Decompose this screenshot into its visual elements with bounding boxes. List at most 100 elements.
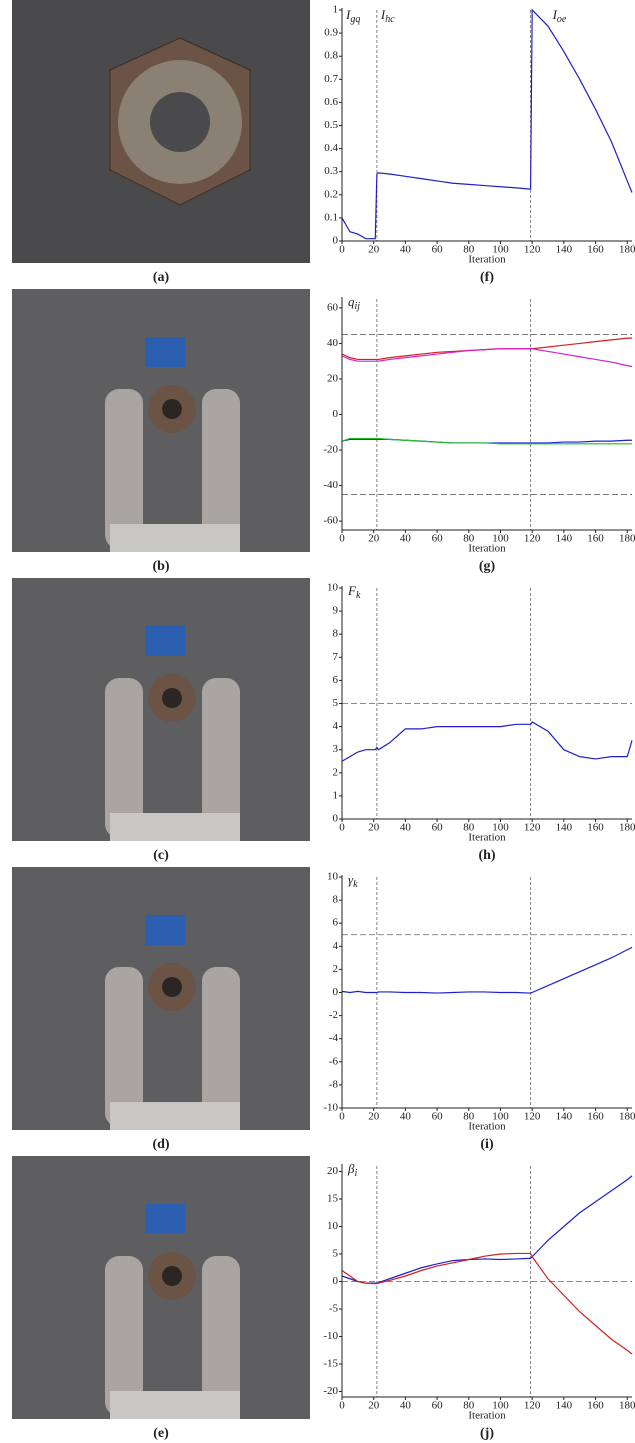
y-tick-label: -10 xyxy=(323,1102,338,1114)
y-tick-label: 10 xyxy=(327,582,339,594)
caption: (b) xyxy=(152,559,169,574)
tag xyxy=(145,915,185,945)
x-axis-label: Iteration xyxy=(468,1410,506,1422)
x-tick-label: 40 xyxy=(400,533,412,545)
y-tick-label: 0.8 xyxy=(324,50,338,62)
y-tick-label: -40 xyxy=(323,479,338,491)
annotation: Igq xyxy=(345,7,360,25)
y-tick-label: -4 xyxy=(329,1032,339,1044)
nut-hole xyxy=(162,977,182,997)
y-axis-label: βi xyxy=(347,1161,357,1179)
caption: (c) xyxy=(153,848,169,863)
y-tick-label: 10 xyxy=(327,1220,339,1232)
x-axis-label: Iteration xyxy=(468,832,506,844)
y-axis-label-sub: k xyxy=(356,590,361,601)
y-tick-label: -15 xyxy=(323,1358,338,1370)
y-tick-label: 0 xyxy=(333,408,339,420)
y-tick-label: 1 xyxy=(333,789,339,801)
x-tick-label: 40 xyxy=(400,822,412,834)
series-line xyxy=(342,947,632,993)
y-tick-label: 0.3 xyxy=(324,165,338,177)
y-tick-label: 6 xyxy=(333,917,339,929)
y-tick-label: 0.1 xyxy=(324,211,338,223)
x-tick-label: 60 xyxy=(432,1400,444,1412)
y-tick-label: -5 xyxy=(329,1303,339,1315)
y-tick-label: 2 xyxy=(333,766,339,778)
x-tick-label: 60 xyxy=(432,822,444,834)
y-tick-label: 0.4 xyxy=(324,142,338,154)
x-tick-label: 120 xyxy=(524,533,541,545)
y-axis-label: Fk xyxy=(347,583,361,601)
x-tick-label: 40 xyxy=(400,1111,412,1123)
caption: (e) xyxy=(153,1426,169,1441)
caption: (h) xyxy=(478,848,495,863)
tag xyxy=(145,337,185,367)
series-line xyxy=(342,10,632,239)
x-tick-label: 180 xyxy=(619,822,635,834)
y-tick-label: -60 xyxy=(323,515,338,527)
nut-hole xyxy=(162,1266,182,1286)
tag xyxy=(145,626,185,656)
y-axis-label: qij xyxy=(348,294,360,312)
y-tick-label: 8 xyxy=(333,894,339,906)
annotation: Ioe xyxy=(552,7,567,25)
y-tick-label: 20 xyxy=(327,372,339,384)
x-tick-label: 180 xyxy=(619,1400,635,1412)
x-axis-label: Iteration xyxy=(468,543,506,555)
figure: (a)(b)(c)(d)(e)00.10.20.30.40.50.60.70.8… xyxy=(0,0,635,1443)
annotation-sub: hc xyxy=(385,14,395,25)
y-tick-label: 5 xyxy=(333,697,339,709)
x-tick-label: 20 xyxy=(368,822,380,834)
y-tick-label: 20 xyxy=(327,1165,339,1177)
annotation-sub: oe xyxy=(557,14,567,25)
caption: (f) xyxy=(480,270,494,285)
y-tick-label: 9 xyxy=(333,605,339,617)
x-tick-label: 20 xyxy=(368,1111,380,1123)
x-tick-label: 60 xyxy=(432,1111,444,1123)
x-tick-label: 140 xyxy=(556,1400,573,1412)
x-tick-label: 40 xyxy=(400,244,412,256)
caption: (d) xyxy=(152,1137,169,1152)
y-tick-label: 8 xyxy=(333,628,339,640)
y-tick-label: 5 xyxy=(333,1248,339,1260)
x-tick-label: 20 xyxy=(368,533,380,545)
y-tick-label: 0.6 xyxy=(324,96,338,108)
x-tick-label: 20 xyxy=(368,244,380,256)
y-tick-label: 40 xyxy=(327,337,339,349)
x-tick-label: 160 xyxy=(587,1400,604,1412)
nut-hole xyxy=(162,688,182,708)
x-tick-label: 0 xyxy=(339,244,345,256)
nut-hole xyxy=(150,92,210,152)
x-tick-label: 0 xyxy=(339,1400,345,1412)
x-tick-label: 140 xyxy=(556,1111,573,1123)
y-axis-label-sub: i xyxy=(354,1168,357,1179)
caption: (j) xyxy=(480,1426,494,1441)
y-axis-label-sub: k xyxy=(353,879,358,890)
y-tick-label: 3 xyxy=(333,743,339,755)
y-tick-label: 2 xyxy=(333,963,339,975)
x-tick-label: 60 xyxy=(432,244,444,256)
base xyxy=(110,1102,240,1130)
y-tick-label: 10 xyxy=(327,871,339,883)
y-tick-label: 0 xyxy=(333,986,339,998)
annotation-sub: gq xyxy=(350,14,360,25)
y-tick-label: -8 xyxy=(329,1078,339,1090)
series-line xyxy=(342,1253,632,1354)
y-tick-label: 0.5 xyxy=(324,119,338,131)
x-tick-label: 20 xyxy=(368,1400,380,1412)
x-tick-label: 160 xyxy=(587,822,604,834)
y-tick-label: 0.2 xyxy=(324,188,338,200)
y-tick-label: -2 xyxy=(329,1009,338,1021)
y-tick-label: 0.7 xyxy=(324,73,338,85)
series-line xyxy=(342,439,632,443)
x-tick-label: 140 xyxy=(556,822,573,834)
x-tick-label: 180 xyxy=(619,1111,635,1123)
caption: (i) xyxy=(480,1137,494,1152)
y-tick-label: 0.9 xyxy=(324,27,338,39)
base xyxy=(110,524,240,552)
base xyxy=(110,1391,240,1419)
x-tick-label: 180 xyxy=(619,244,635,256)
x-tick-label: 0 xyxy=(339,1111,345,1123)
y-tick-label: 4 xyxy=(333,940,339,952)
series-line xyxy=(342,338,632,359)
